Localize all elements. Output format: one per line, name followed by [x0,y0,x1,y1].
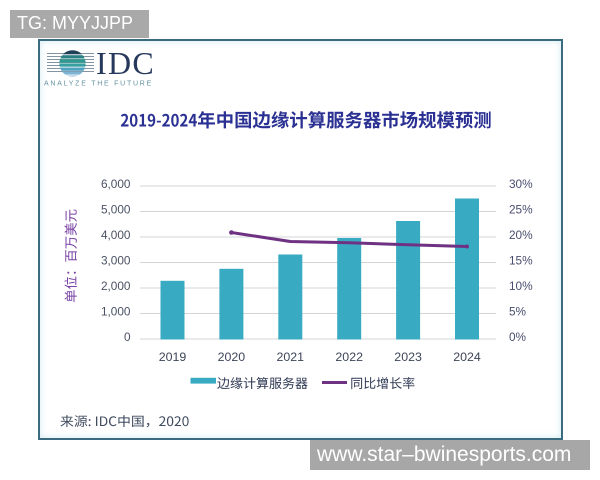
svg-text:10%: 10% [509,279,533,293]
svg-text:2023: 2023 [394,350,422,364]
svg-text:5%: 5% [509,305,527,319]
svg-text:2021: 2021 [277,350,305,364]
svg-text:4,000: 4,000 [101,228,131,242]
svg-text:6,000: 6,000 [101,177,131,191]
svg-text:2022: 2022 [335,350,363,364]
svg-text:2,000: 2,000 [101,279,131,293]
svg-text:5,000: 5,000 [101,203,131,217]
svg-text:15%: 15% [509,254,533,268]
svg-text:0%: 0% [509,330,527,344]
svg-text:2020: 2020 [218,350,246,364]
svg-text:2024: 2024 [453,350,481,364]
svg-text:0: 0 [124,330,131,344]
svg-text:20%: 20% [509,228,533,242]
svg-text:25%: 25% [509,203,533,217]
svg-text:1,000: 1,000 [101,305,131,319]
svg-text:ANALYZE THE FUTURE: ANALYZE THE FUTURE [44,81,153,88]
svg-text:2019: 2019 [159,350,187,364]
svg-text:30%: 30% [509,177,533,191]
svg-text:3,000: 3,000 [101,254,131,268]
svg-text:IDC: IDC [96,45,155,81]
